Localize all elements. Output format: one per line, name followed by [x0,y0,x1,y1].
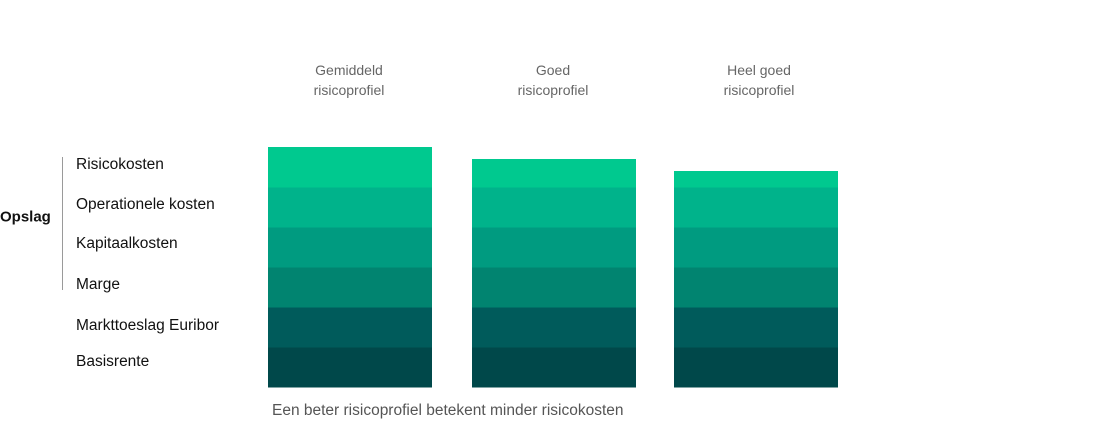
bar-segment-risicokosten-col-2 [674,171,838,188]
column-title-0-line-2: risicoprofiel [313,82,385,98]
column-title-1-line-2: risicoprofiel [517,82,589,98]
bar-segment-kapitaalkosten-col-1 [472,227,636,268]
column-title-0: Gemiddeld risicoprofiel [249,60,449,100]
row-label-marge: Marge [76,276,120,293]
bar-segment-risicokosten-col-0 [268,147,432,188]
bar-segment-operationele-kosten-col-0 [268,187,432,228]
bar-segment-marge-col-0 [268,267,432,308]
row-label-markttoeslag-euribor: Markttoeslag Euribor [76,317,220,334]
bar-segment-markttoeslag-euribor-col-1 [472,307,636,348]
row-label-kapitaalkosten: Kapitaalkosten [76,235,178,252]
bar-segment-risicokosten-col-1 [472,159,636,188]
bar-segment-marge-col-2 [674,267,838,308]
column-title-2: Heel goed risicoprofiel [659,60,859,100]
column-title-2-line-1: Heel goed [727,62,791,78]
bar-segment-kapitaalkosten-col-2 [674,227,838,268]
group-bracket [62,157,63,290]
column-title-0-line-1: Gemiddeld [315,62,383,78]
bar-segment-basisrente-col-1 [472,347,636,388]
bar-segment-basisrente-col-2 [674,347,838,388]
row-label-risicokosten: Risicokosten [76,156,164,173]
row-label-basisrente: Basisrente [76,353,150,370]
column-title-1-line-1: Goed [535,62,571,78]
bar-segment-markttoeslag-euribor-col-0 [268,307,432,348]
row-label-operationele-kosten: Operationele kosten [76,196,215,213]
chart-caption: Een beter risicoprofiel betekent minder … [272,402,624,419]
group-label-opslag: Opslag [0,208,51,226]
bar-segment-marge-col-1 [472,267,636,308]
bar-segment-markttoeslag-euribor-col-2 [674,307,838,348]
column-title-2-line-2: risicoprofiel [723,82,795,98]
column-title-1: Goed risicoprofiel [453,60,653,100]
bar-segment-kapitaalkosten-col-0 [268,227,432,268]
bar-segment-operationele-kosten-col-1 [472,187,636,228]
bar-segment-operationele-kosten-col-2 [674,187,838,228]
bar-segment-basisrente-col-0 [268,347,432,388]
